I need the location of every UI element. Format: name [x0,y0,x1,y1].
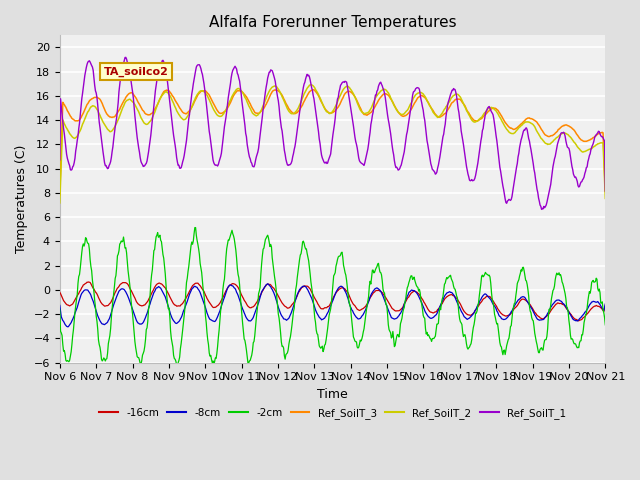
Title: Alfalfa Forerunner Temperatures: Alfalfa Forerunner Temperatures [209,15,456,30]
Y-axis label: Temperatures (C): Temperatures (C) [15,145,28,253]
Legend: -16cm, -8cm, -2cm, Ref_SoilT_3, Ref_SoilT_2, Ref_SoilT_1: -16cm, -8cm, -2cm, Ref_SoilT_3, Ref_Soil… [95,404,570,423]
X-axis label: Time: Time [317,388,348,401]
Text: TA_soilco2: TA_soilco2 [104,67,168,77]
